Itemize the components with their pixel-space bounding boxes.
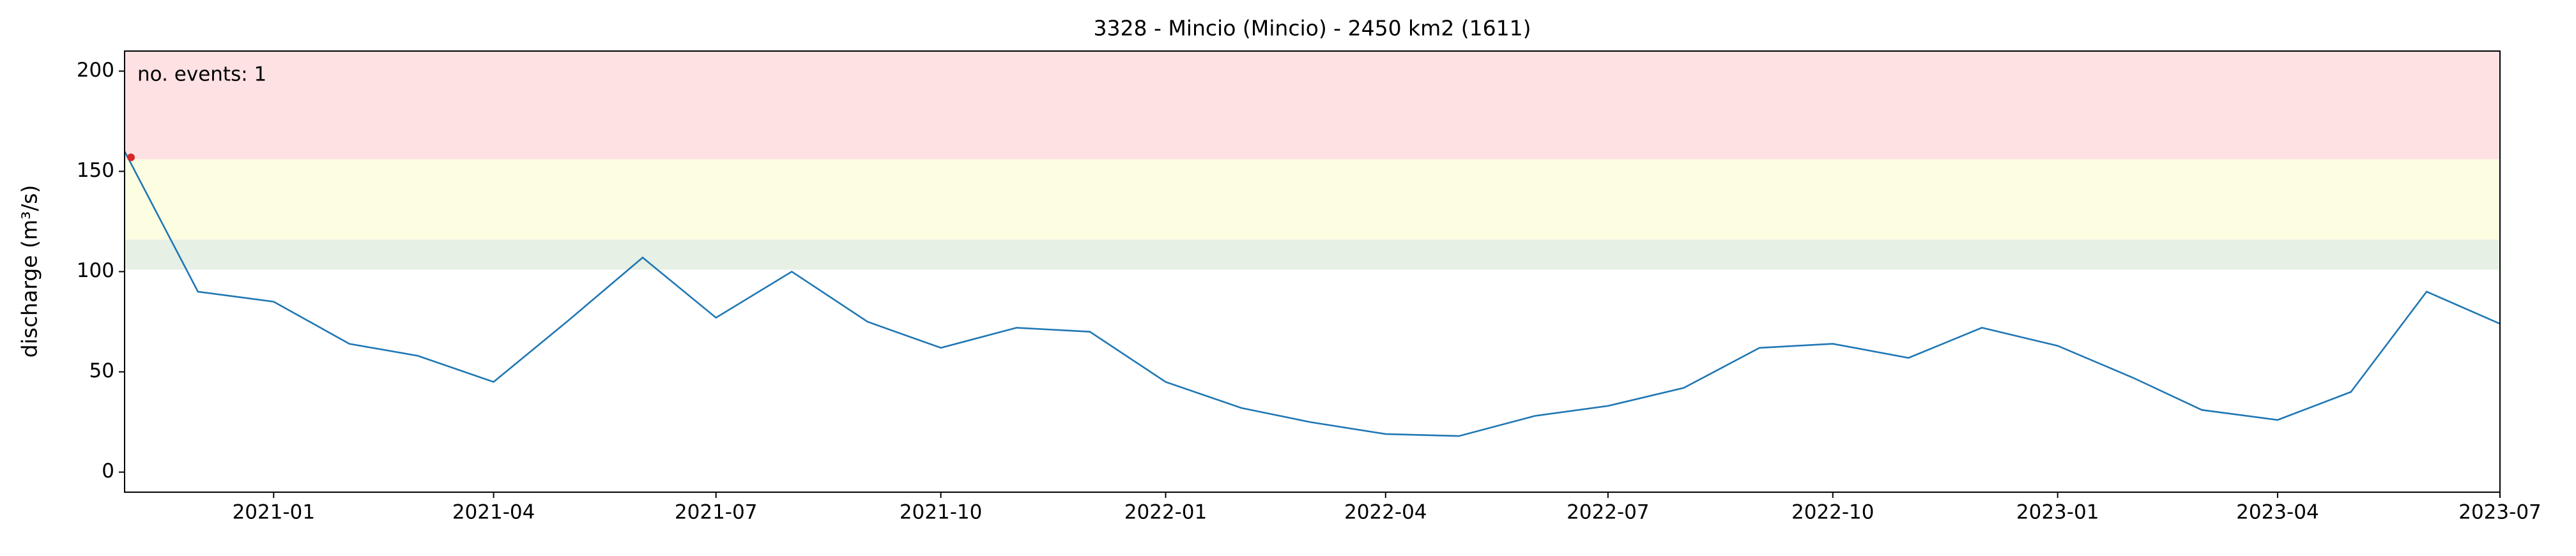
x-tick-label: 2021-10 <box>900 501 983 524</box>
y-tick-label: 0 <box>102 460 114 483</box>
y-axis-label: discharge (m³/s) <box>17 185 42 358</box>
threshold-band <box>125 159 2500 240</box>
threshold-band <box>125 51 2500 160</box>
x-tick-label: 2023-01 <box>2016 501 2099 524</box>
x-tick-label: 2021-04 <box>452 501 535 524</box>
x-tick-label: 2022-10 <box>1791 501 1874 524</box>
x-tick-label: 2021-07 <box>675 501 758 524</box>
y-tick-label: 150 <box>77 159 114 182</box>
y-tick-label: 200 <box>77 59 114 82</box>
threshold-band <box>125 239 2500 270</box>
line-series <box>123 151 2501 437</box>
y-tick-label: 50 <box>89 359 114 382</box>
plot-frame <box>124 50 2501 493</box>
x-tick-label: 2022-01 <box>1124 501 1208 524</box>
chart-title: 3328 - Mincio (Mincio) - 2450 km2 (1611) <box>1093 16 1531 41</box>
x-tick-label: 2022-07 <box>1567 501 1650 524</box>
x-tick-label: 2023-07 <box>2458 501 2542 524</box>
y-tick-label: 100 <box>77 259 114 282</box>
event-point <box>127 153 135 162</box>
x-tick-label: 2023-04 <box>2236 501 2319 524</box>
annotation: no. events: 1 <box>137 63 266 86</box>
x-tick-label: 2021-01 <box>233 501 316 524</box>
x-tick-label: 2022-04 <box>1344 501 1427 524</box>
